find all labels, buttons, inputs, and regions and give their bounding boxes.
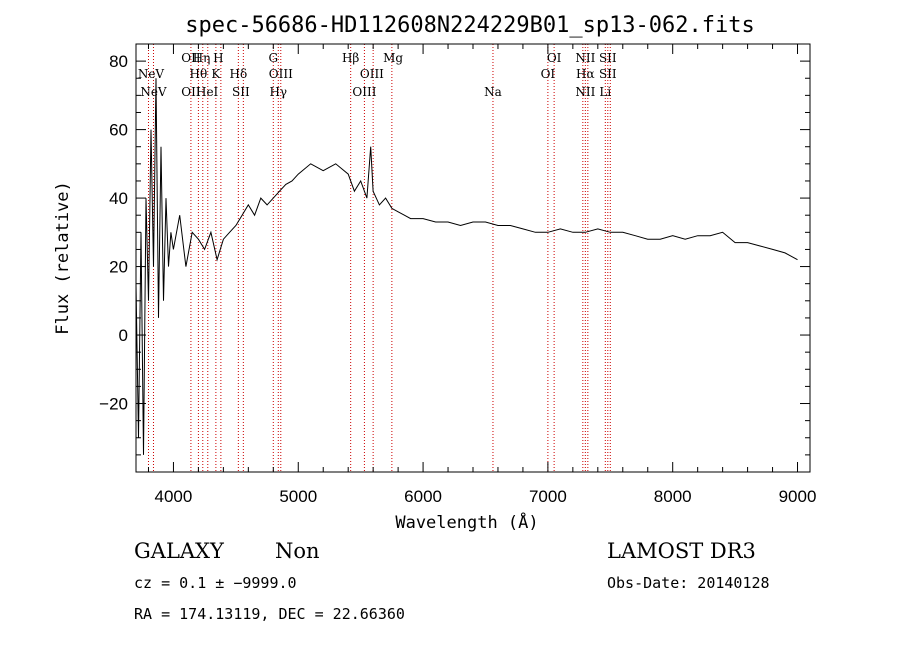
spectral-line-label: Hθ <box>190 67 208 81</box>
spectral-line-label: G <box>268 51 278 65</box>
spectral-line-label: Hγ <box>269 85 287 99</box>
spectral-line-label: OII <box>181 51 201 65</box>
spectral-line-label: Hβ <box>342 51 359 65</box>
y-tick-label: 80 <box>109 52 128 71</box>
x-tick-label: 7000 <box>529 487 567 506</box>
spectral-line-label: HeI <box>196 85 219 99</box>
spectral-line-label: NeV <box>140 85 167 99</box>
spectral-line-label: Hδ <box>229 67 247 81</box>
x-tick-label: 4000 <box>155 487 193 506</box>
spectral-line-label: H <box>213 51 223 65</box>
y-axis-label: Flux (relative) <box>53 181 73 335</box>
y-tick-label: 20 <box>109 258 128 277</box>
chart-title: spec-56686-HD112608N224229B01_sp13-062.f… <box>185 13 755 38</box>
y-tick-label: 0 <box>119 326 128 345</box>
spectral-line-label: OIII <box>269 67 293 81</box>
spectral-line-label: Na <box>484 85 502 99</box>
spectral-line-label: NII <box>575 85 595 99</box>
x-tick-label: 5000 <box>279 487 317 506</box>
observation-date: Obs-Date: 20140128 <box>607 574 770 592</box>
y-tick-label: −20 <box>99 395 128 414</box>
plot-frame <box>135 43 811 473</box>
spectral-line-markers <box>147 44 611 472</box>
spectrum-series-line <box>135 78 798 455</box>
y-tick-label: 40 <box>109 189 128 208</box>
spectral-line-label: Mg <box>383 51 403 65</box>
spectral-line-label: OIII <box>360 67 384 81</box>
spectral-line-label: Hη <box>193 51 211 65</box>
spectral-line-label: Hα <box>576 67 595 81</box>
object-subclass: Non <box>275 539 320 563</box>
spectral-line-label: SII <box>599 51 617 65</box>
object-class: GALAXY <box>134 539 225 563</box>
spectral-line-label: SII <box>599 67 617 81</box>
spectral-line-label: NeV <box>138 67 165 81</box>
spectral-line-label: Li <box>599 85 611 99</box>
x-tick-label: 9000 <box>779 487 817 506</box>
x-axis-label: Wavelength (Å) <box>395 511 538 533</box>
x-axis-ticks: 4000 5000 6000 7000 8000 9000 <box>147 44 817 506</box>
y-tick-label: 60 <box>109 121 128 140</box>
coordinates: RA = 174.13119, DEC = 22.66360 <box>134 605 405 623</box>
x-tick-label: 6000 <box>404 487 442 506</box>
redshift-value: cz = 0.1 ± −9999.0 <box>134 574 297 592</box>
x-tick-label: 8000 <box>654 487 692 506</box>
spectral-line-label: OIII <box>352 85 376 99</box>
spectral-line-label: K <box>211 67 221 81</box>
survey-name: LAMOST DR3 <box>607 539 756 563</box>
spectral-line-label: OI <box>547 51 562 65</box>
spectral-line-label: NII <box>575 51 595 65</box>
spectral-line-label: OII <box>181 85 201 99</box>
spectral-line-label: OI <box>541 67 556 81</box>
spectral-line-label: SII <box>232 85 250 99</box>
y-axis-ticks: −20 0 20 40 60 80 <box>99 43 810 456</box>
